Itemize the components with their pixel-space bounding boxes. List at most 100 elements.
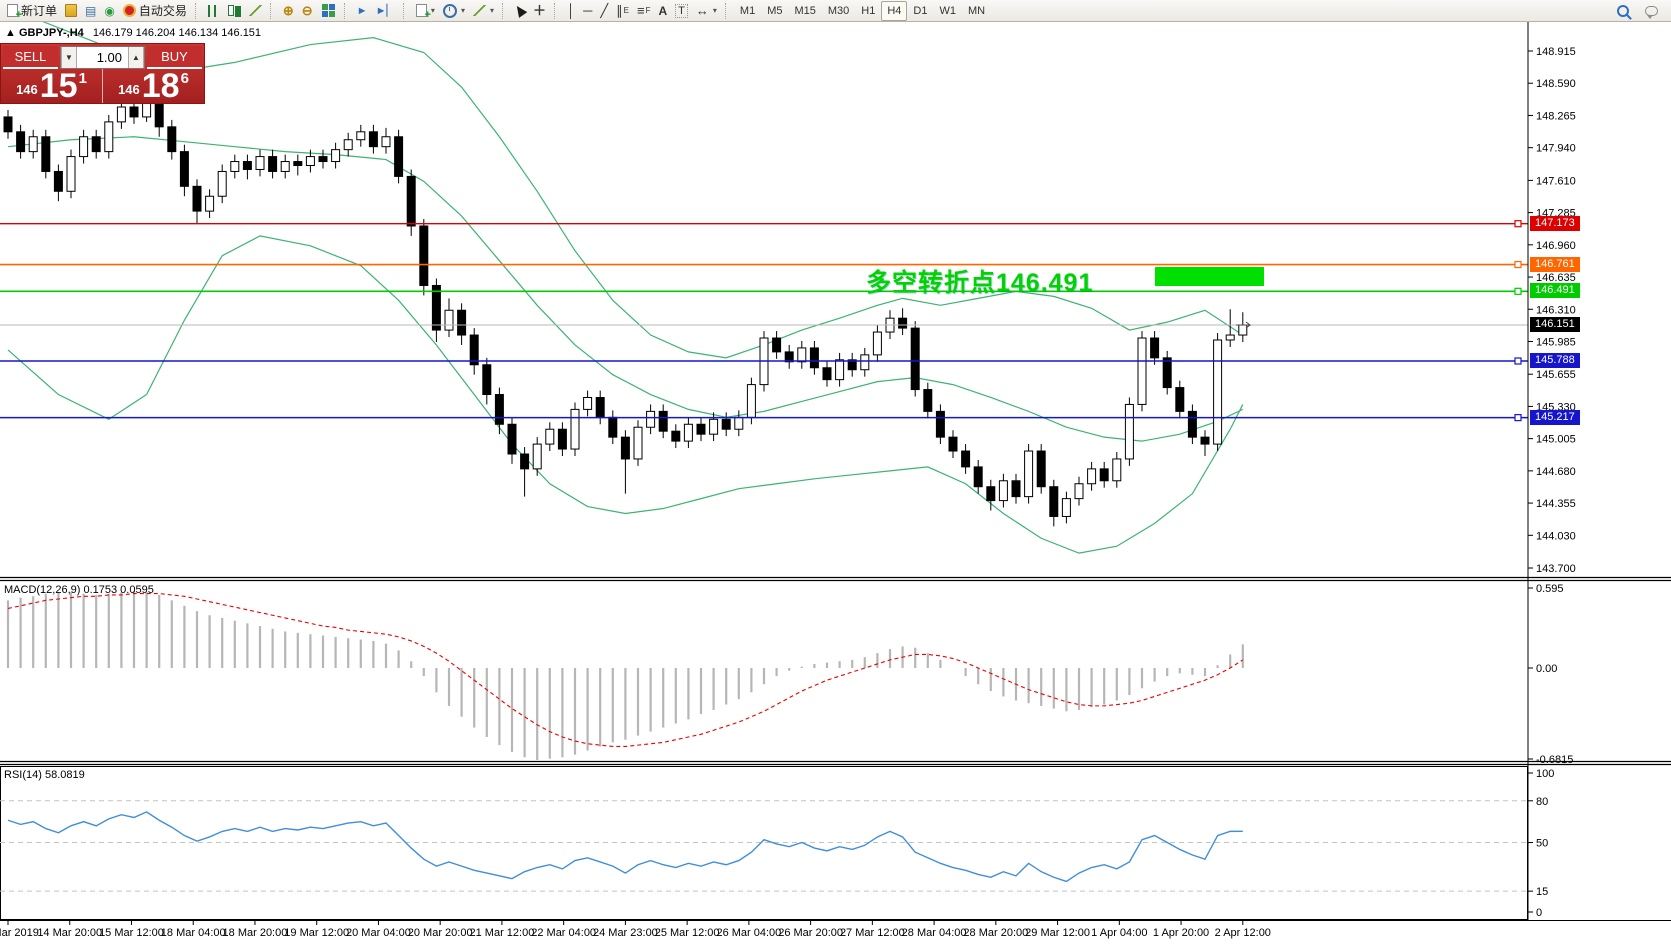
current-price-flag[interactable]: 146.151 (1530, 317, 1580, 333)
bar-chart-button[interactable] (204, 1, 224, 21)
candle (1011, 473, 1021, 504)
timeframe-m15[interactable]: M15 (794, 4, 816, 17)
candle (570, 402, 580, 456)
candle (961, 444, 971, 474)
buy-price[interactable]: 146 18 6 (118, 67, 189, 105)
svg-text:145.005: 145.005 (1536, 434, 1576, 446)
candle (772, 331, 782, 359)
horizontal-line-icon: ─ (583, 2, 593, 18)
periods-button[interactable]: ▾ (439, 1, 469, 21)
price-level-flag[interactable]: 147.173 (1530, 215, 1580, 231)
svg-text:0.00: 0.00 (1536, 663, 1557, 675)
candle (835, 352, 845, 387)
rsi-indicator-label: RSI(14) 58.0819 (4, 769, 85, 781)
candle (293, 154, 303, 176)
svg-text:146.310: 146.310 (1536, 304, 1576, 316)
candle (192, 179, 202, 224)
tile-windows-button[interactable] (317, 1, 340, 21)
candle (1112, 452, 1122, 488)
price-axis[interactable]: 148.915148.590148.265147.940147.610147.2… (1527, 22, 1576, 921)
candle (179, 144, 189, 197)
line-chart-button[interactable] (245, 1, 266, 21)
timeframe-mn[interactable]: MN (967, 4, 986, 17)
candle (1124, 397, 1134, 466)
market-watch-button[interactable]: ▤ (81, 1, 100, 21)
bollinger-bands (7, 7, 1244, 554)
svg-text:148.915: 148.915 (1536, 46, 1576, 58)
new-order-label: 新订单 (21, 4, 58, 18)
sell-price[interactable]: 146 15 1 (16, 67, 87, 105)
label-tool-button[interactable]: T (671, 1, 692, 21)
candle (79, 129, 89, 164)
vertical-line-tool-button[interactable]: │ (563, 1, 579, 21)
timeframe-group: M1 M5 M15 M30 H1 H4 D1 W1 MN (734, 0, 991, 21)
volume-value[interactable]: 1.00 (96, 50, 122, 65)
volume-down-button[interactable]: ▼ (61, 47, 77, 68)
vertical-line-icon: │ (566, 2, 576, 18)
price-level-flag[interactable]: 145.788 (1530, 353, 1580, 368)
fibonacci-tool-button[interactable]: ≡ F (637, 2, 651, 18)
text-tool-button[interactable]: A (654, 1, 671, 21)
svg-text:1 Apr 04:00: 1 Apr 04:00 (1091, 927, 1147, 939)
svg-text:27 Mar 12:00: 27 Mar 12:00 (840, 927, 905, 939)
timeframe-w1[interactable]: W1 (939, 4, 956, 17)
candle (620, 430, 630, 494)
candlestick-chart-button[interactable] (224, 1, 245, 21)
price-level-flag[interactable]: 146.761 (1530, 256, 1580, 272)
candle (53, 164, 63, 202)
horizontal-line-tool-button[interactable]: ─ (579, 1, 596, 21)
indicators-button[interactable]: ▾ (412, 1, 439, 21)
svg-text:147.610: 147.610 (1536, 175, 1576, 187)
timeframe-m30[interactable]: M30 (827, 4, 850, 17)
templates-button[interactable]: ▾ (469, 1, 498, 21)
buy-button[interactable]: BUY (147, 46, 202, 69)
price-level-flag[interactable]: 145.217 (1530, 409, 1580, 425)
channel-tool-button[interactable]: ∥ E (616, 2, 629, 18)
timeframe-m5[interactable]: M5 (767, 4, 783, 17)
auto-trading-button[interactable]: 自动交易 (119, 1, 191, 21)
volume-up-button[interactable]: ▲ (128, 47, 144, 68)
chat-button[interactable] (1641, 1, 1662, 21)
chart-shift-button[interactable]: ►▏ (372, 1, 399, 21)
expander-icon[interactable]: ▲ (5, 27, 16, 39)
new-order-button[interactable]: 新订单 (3, 1, 61, 21)
dropdown-arrow-icon: ▾ (489, 6, 494, 15)
timeframe-h1[interactable]: H1 (861, 4, 876, 17)
last-price-pointer (1236, 321, 1252, 329)
sell-button[interactable]: SELL (3, 46, 58, 69)
zoom-in-icon: ⊕ (282, 2, 294, 18)
dropdown-arrow-icon: ▾ (430, 6, 435, 15)
candle (860, 347, 870, 377)
candle (1200, 430, 1210, 456)
timeframe-m1[interactable]: M1 (739, 4, 756, 17)
timeframe-h4[interactable]: H4 (881, 0, 908, 21)
candle (368, 124, 378, 154)
candle (847, 352, 857, 377)
templates-icon (472, 5, 486, 16)
price-level-flag[interactable]: 146.491 (1530, 283, 1580, 299)
search-button[interactable] (1613, 1, 1633, 21)
channel-icon: ∥ (616, 2, 623, 18)
chart-profiles-button[interactable] (61, 1, 81, 21)
signals-button[interactable]: ◉ (100, 1, 118, 21)
highlight-rect[interactable] (1155, 267, 1264, 286)
svg-text:22 Mar 04:00: 22 Mar 04:00 (531, 927, 596, 939)
arrows-tool-button[interactable]: ↔ ▾ (692, 1, 721, 21)
zoom-in-button[interactable]: ⊕ (279, 1, 298, 21)
zoom-out-button[interactable]: ⊖ (298, 1, 317, 21)
cursor-tool-button[interactable] (511, 1, 529, 21)
svg-text:18 Mar 20:00: 18 Mar 20:00 (223, 927, 288, 939)
symbol-header: ▲ GBPJPY-,H4 146.179 146.204 146.134 146… (5, 27, 261, 39)
chart-annotation-text[interactable]: 多空转折点146.491 (866, 269, 1094, 297)
candle (3, 109, 13, 139)
crosshair-tool-button[interactable]: ＋ (529, 1, 550, 21)
candle (998, 473, 1008, 508)
timeframe-d1[interactable]: D1 (913, 4, 928, 17)
auto-scroll-button[interactable]: ► (353, 1, 372, 21)
chat-icon (1645, 5, 1658, 19)
trendline-tool-button[interactable]: ╱ (596, 1, 612, 21)
candlestick-chart-icon (227, 5, 234, 16)
candle (242, 154, 252, 180)
